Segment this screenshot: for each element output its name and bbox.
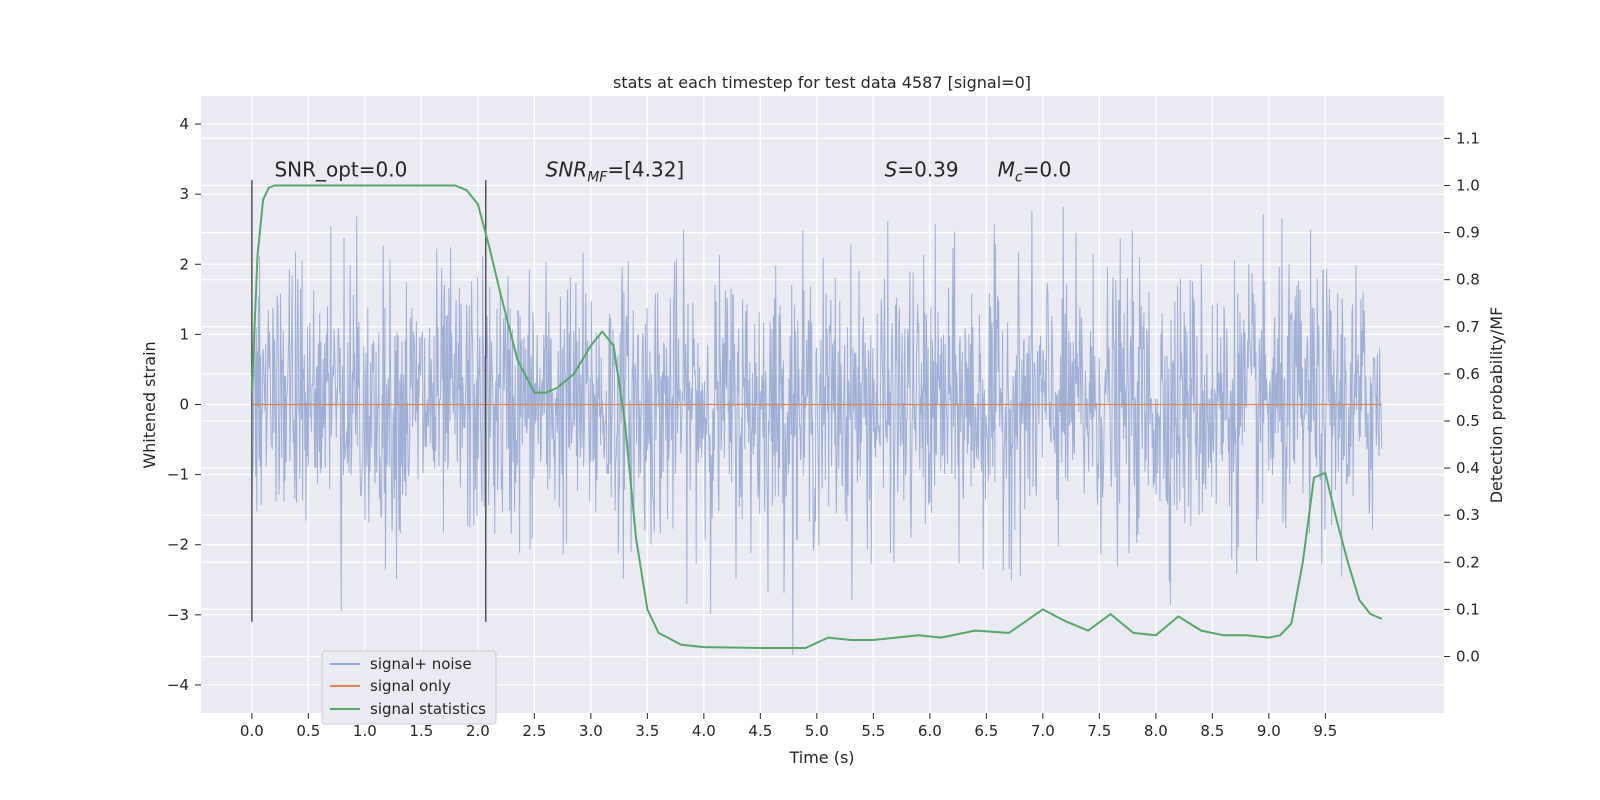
y-tick-label: −2: [167, 536, 189, 554]
annotation-s: S=0.39: [885, 158, 959, 182]
y2-tick-label: 0.4: [1456, 459, 1480, 477]
y2-tick-label: 0.9: [1456, 224, 1480, 242]
x-tick-label: 1.0: [353, 722, 377, 740]
signal-statistics-line: [250, 184, 1383, 649]
legend-box: [321, 650, 497, 725]
x-tick-label: 9.0: [1257, 722, 1281, 740]
x-tick-label: 3.5: [635, 722, 659, 740]
annotation-snr-opt: SNR_opt=0.0: [274, 158, 407, 182]
y2-axis-label: Detection probability/MF: [1487, 307, 1506, 504]
x-tick-label: 2.5: [522, 722, 546, 740]
signal-noise-series: [251, 206, 1383, 655]
x-tick-label: 0.5: [296, 722, 320, 740]
annotations: SNR_opt=0.0 SNRMF=[4.32] S=0.39 Mc=0.0: [274, 158, 1071, 186]
y2-tick-label: 0.7: [1456, 318, 1480, 336]
y-axis-label: Whitened strain: [140, 341, 159, 468]
y2-tick-label: 1.0: [1456, 176, 1480, 194]
signal-noise-line: [251, 206, 1383, 655]
y-tick-label: 4: [179, 115, 189, 133]
x-tick-label: 7.0: [1031, 722, 1055, 740]
x-tick-label: 0.0: [240, 722, 264, 740]
signal-statistics-series: [250, 184, 1383, 649]
legend-label: signal+ noise: [370, 655, 472, 673]
x-tick-label: 6.0: [918, 722, 942, 740]
x-tick-label: 5.0: [805, 722, 829, 740]
legend: signal+ noise signal only signal statist…: [321, 650, 497, 725]
x-axis-ticks: 0.0 0.5 1.0 1.5 2.0 2.5 3.0 3.5 4.0 4.5 5.0 5.5 6.0 6…: [240, 713, 1337, 740]
y2-axis-ticks: 1.1 1.0 0.9 0.8 0.7 0.6 0.5 0.4 0.3 0.2 0.1 0.0: [1444, 129, 1480, 665]
chart-title: stats at each timestep for test data 458…: [613, 73, 1031, 92]
y-tick-label: 3: [179, 185, 189, 203]
x-tick-label: 8.0: [1144, 722, 1168, 740]
y-tick-label: −4: [167, 676, 189, 694]
x-axis-label: Time (s): [788, 748, 854, 767]
x-tick-label: 2.0: [466, 722, 490, 740]
x-tick-label: 8.5: [1200, 722, 1224, 740]
x-tick-label: 3.0: [579, 722, 603, 740]
y2-tick-label: 0.3: [1456, 506, 1480, 524]
y2-tick-label: 0.5: [1456, 412, 1480, 430]
x-tick-label: 4.5: [748, 722, 772, 740]
y-tick-label: 1: [179, 325, 189, 343]
vertical-markers: [251, 180, 487, 622]
x-tick-label: 7.5: [1087, 722, 1111, 740]
y2-tick-label: 0.0: [1456, 647, 1480, 665]
y-tick-label: −3: [167, 606, 189, 624]
y2-tick-label: 0.2: [1456, 553, 1480, 571]
y2-tick-label: 0.1: [1456, 600, 1480, 618]
y2-tick-label: 0.6: [1456, 365, 1480, 383]
x-tick-label: 6.5: [974, 722, 998, 740]
y-tick-label: −1: [167, 466, 189, 484]
x-tick-label: 1.5: [409, 722, 433, 740]
y-tick-label: 0: [179, 396, 189, 414]
y-axis-ticks: 4 3 2 1 0 −1 −2 −3 −4: [167, 115, 201, 694]
x-tick-label: 4.0: [692, 722, 716, 740]
y-tick-label: 2: [179, 255, 189, 273]
x-tick-label: 9.5: [1313, 722, 1337, 740]
x-tick-label: 5.5: [861, 722, 885, 740]
y2-tick-label: 0.8: [1456, 271, 1480, 289]
annotation-mc: Mc=0.0: [998, 158, 1072, 186]
legend-label: signal only: [370, 677, 451, 695]
legend-label: signal statistics: [370, 700, 486, 718]
annotation-snr-mf: SNRMF=[4.32]: [546, 158, 685, 186]
y2-tick-label: 1.1: [1456, 129, 1480, 147]
